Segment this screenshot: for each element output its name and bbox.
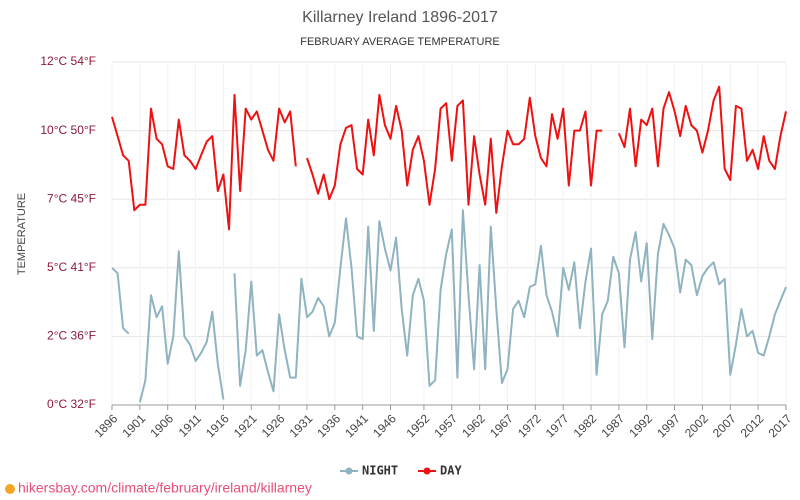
x-tick-label: 1977 [543, 411, 572, 440]
x-tick-label: 1952 [404, 411, 433, 440]
x-tick-label: 1936 [314, 411, 343, 440]
x-tick-label: 1916 [203, 411, 232, 440]
x-tick-label: 1972 [515, 411, 544, 440]
y-tick-label: 10°C 50°F [40, 123, 96, 137]
legend-marker [345, 467, 353, 475]
x-tick-label: 1901 [119, 411, 148, 440]
x-tick-label: 1941 [342, 411, 371, 440]
x-tick-label: 1967 [487, 411, 516, 440]
x-tick-label: 2017 [766, 411, 795, 440]
y-tick-label: 2°C 36°F [47, 329, 96, 343]
footer-link[interactable]: hikersbay.com/climate/february/ireland/k… [18, 480, 312, 496]
x-tick-label: 2012 [738, 411, 767, 440]
x-tick-label: 1931 [287, 411, 316, 440]
series-line [111, 209, 787, 403]
x-tick-label: 1962 [459, 411, 488, 440]
x-tick-label: 1982 [571, 411, 600, 440]
x-tick-label: 1957 [431, 411, 460, 440]
y-tick-label: 7°C 45°F [47, 191, 96, 205]
x-tick-label: 1946 [370, 411, 399, 440]
series-line [111, 85, 787, 231]
x-tick-label: 2007 [710, 411, 739, 440]
y-tick-label: 5°C 41°F [47, 260, 96, 274]
x-tick-label: 1987 [598, 411, 627, 440]
x-tick-label: 2002 [682, 411, 711, 440]
pin-icon [5, 484, 15, 494]
chart-title: Killarney Ireland 1896-2017 [302, 9, 498, 26]
y-axis-label: TEMPERATURE [16, 193, 28, 275]
x-tick-label: 1992 [626, 411, 655, 440]
x-tick-label: 1896 [92, 411, 121, 440]
x-tick-label: 1921 [231, 411, 260, 440]
legend-label: NIGHT [362, 464, 398, 478]
y-tick-label: 12°C 54°F [40, 54, 96, 68]
x-tick-label: 1997 [654, 411, 683, 440]
chart-subtitle: FEBRUARY AVERAGE TEMPERATURE [300, 36, 499, 48]
legend-marker [423, 467, 431, 475]
x-tick-label: 1926 [259, 411, 288, 440]
x-tick-label: 1911 [176, 411, 204, 439]
y-tick-label: 0°C 32°F [47, 397, 96, 411]
x-tick-label: 1906 [147, 411, 176, 440]
legend-label: DAY [440, 464, 462, 478]
